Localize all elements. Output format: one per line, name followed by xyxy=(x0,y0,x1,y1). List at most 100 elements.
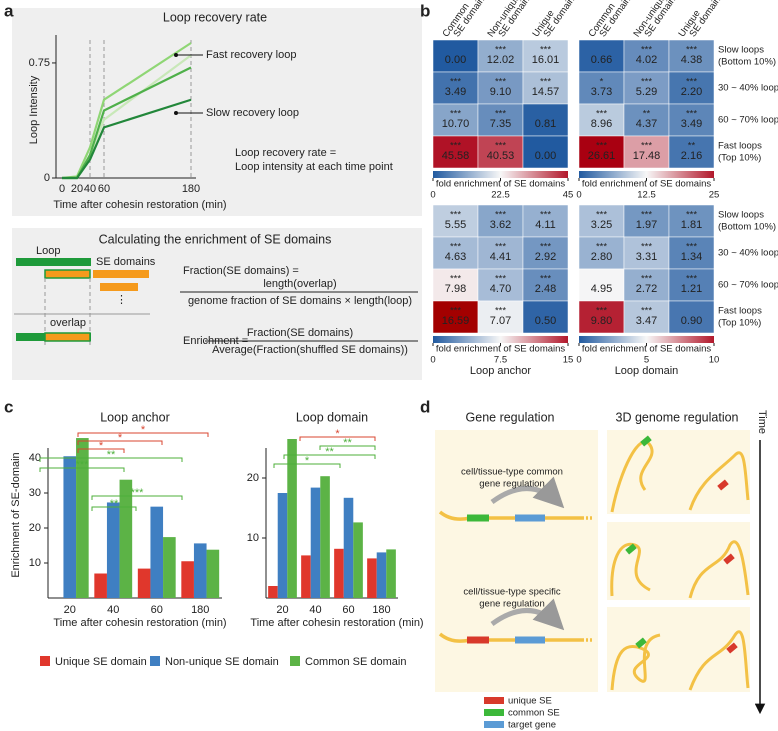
chart-title: Loop recovery rate xyxy=(163,10,267,24)
se xyxy=(625,543,637,555)
heat-cell xyxy=(668,268,715,302)
overlap-bar xyxy=(44,332,91,342)
gene xyxy=(515,636,545,644)
cell-value: 4.37 xyxy=(636,118,657,130)
significance: *** xyxy=(596,242,607,253)
chart-title: Loop anchor xyxy=(100,410,170,424)
formula: Loop recovery rate = xyxy=(235,147,336,159)
significance: *** xyxy=(686,109,697,120)
cell-value: 2.20 xyxy=(681,86,702,98)
significance: *** xyxy=(495,274,506,285)
group-label: Loop anchor xyxy=(470,365,531,377)
legend-label: Unique SE domain xyxy=(55,656,147,668)
bar xyxy=(367,558,377,598)
heat-cell xyxy=(668,135,715,169)
significance: *** xyxy=(450,306,461,317)
bracket xyxy=(77,448,125,453)
formula: Average(Fraction(shuffled SE domains)) xyxy=(212,344,408,356)
significance: *** xyxy=(76,459,90,471)
heat-cell xyxy=(668,39,715,73)
legend-swatch xyxy=(484,721,504,728)
se-bar xyxy=(44,269,91,279)
se xyxy=(723,553,735,565)
bar xyxy=(334,548,344,598)
legend-swatch xyxy=(484,697,504,704)
significance: ** xyxy=(688,141,696,152)
heat-cell xyxy=(477,204,524,238)
colorbar xyxy=(433,171,568,178)
heat-cell xyxy=(522,204,569,238)
significance: *** xyxy=(641,242,652,253)
significance: *** xyxy=(686,210,697,221)
cell-value: 10.70 xyxy=(442,118,470,130)
cell-value: 3.25 xyxy=(591,219,612,231)
bar xyxy=(150,506,164,598)
significance: *** xyxy=(540,274,551,285)
chromatin xyxy=(610,633,661,691)
significance: *** xyxy=(641,306,652,317)
x-tick-label: 60 xyxy=(98,183,110,195)
bracket xyxy=(39,457,183,462)
cell-value: 2.92 xyxy=(535,251,556,263)
chromatin xyxy=(688,540,750,599)
heat-cell xyxy=(668,300,715,334)
heat-cell xyxy=(578,300,625,334)
row-label: 30 ~ 40% loops xyxy=(718,248,778,259)
row-label: Slow loops xyxy=(718,45,764,56)
significance: *** xyxy=(596,141,607,152)
regulation-arrow xyxy=(490,476,565,509)
se-bar xyxy=(100,283,138,291)
regulation-arrow xyxy=(490,598,565,631)
chromatin xyxy=(610,440,654,513)
x-tick-label: 40 xyxy=(84,183,96,195)
cell-value: 2.48 xyxy=(535,283,556,295)
heat-cell xyxy=(668,204,715,238)
row-label: Slow loops xyxy=(718,210,764,221)
bracket xyxy=(91,506,137,511)
cell-value: 45.58 xyxy=(442,150,470,162)
panel-bg xyxy=(607,430,750,514)
significance: *** xyxy=(540,77,551,88)
x-tick-label: 40 xyxy=(107,604,119,616)
heat-cell xyxy=(522,300,569,334)
cell-value: 14.57 xyxy=(532,86,560,98)
colorbar-tick-label: 45 xyxy=(563,190,574,201)
row-label: (Top 10%) xyxy=(718,318,761,329)
colorbar-label: fold enrichment of SE domains xyxy=(436,344,566,355)
heat-cell xyxy=(623,103,670,137)
significance: ** xyxy=(643,109,651,120)
cell-value: 0.66 xyxy=(591,54,612,66)
label: Loop xyxy=(36,245,60,257)
chromatin xyxy=(688,630,750,691)
y-tick-label: 20 xyxy=(247,472,259,484)
row-label: (Bottom 10%) xyxy=(718,57,776,68)
colorbar-tick-label: 22.5 xyxy=(491,190,510,201)
significance: *** xyxy=(596,109,607,120)
bar xyxy=(301,555,311,598)
bar xyxy=(181,561,194,598)
colorbar-label: fold enrichment of SE domains xyxy=(436,179,566,190)
axis-label: Time after cohesin restoration (min) xyxy=(250,617,423,629)
colorbar-tick-label: 10 xyxy=(709,355,720,366)
panel-bg xyxy=(607,607,750,692)
chart-title: Loop domain xyxy=(296,410,368,424)
y-tick-label: 0.75 xyxy=(29,57,50,69)
significance: *** xyxy=(641,77,652,88)
heat-cell xyxy=(477,39,524,73)
annotation: cell/tissue-type common xyxy=(461,467,563,478)
cell-value: 5.55 xyxy=(445,219,466,231)
row-label: 60 ~ 70% loops xyxy=(718,280,778,291)
axis-label: Loop Intensity xyxy=(28,75,40,144)
cell-value: 3.73 xyxy=(591,86,612,98)
significance: *** xyxy=(450,210,461,221)
significance: *** xyxy=(596,306,607,317)
significance: *** xyxy=(686,77,697,88)
cell-value: 0.90 xyxy=(681,315,702,327)
annotation: Fast recovery loop xyxy=(206,49,296,61)
significance: ** xyxy=(110,498,119,510)
se xyxy=(726,642,738,654)
significance: *** xyxy=(686,45,697,56)
bar xyxy=(353,522,363,598)
legend-swatch xyxy=(40,656,50,666)
column-title: Gene regulation xyxy=(466,410,555,424)
